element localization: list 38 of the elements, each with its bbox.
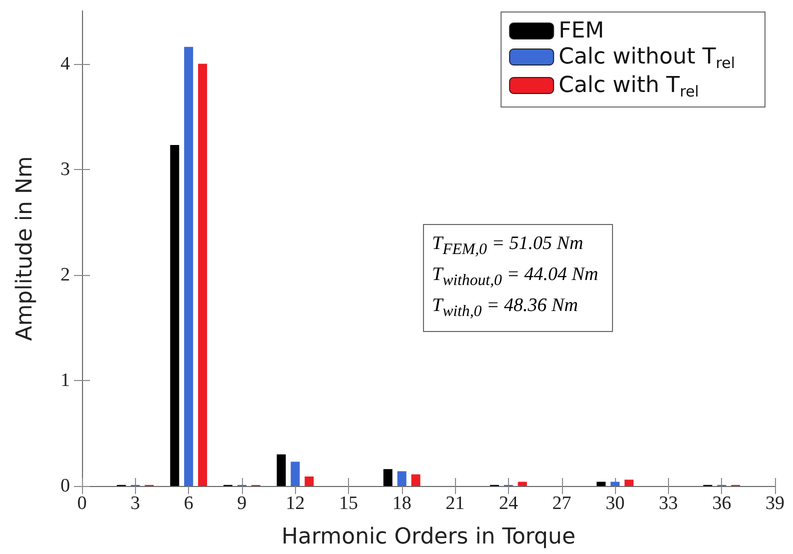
bar bbox=[596, 482, 606, 486]
x-tick-label: 36 bbox=[712, 493, 732, 514]
bar bbox=[276, 454, 286, 486]
x-tick-label: 30 bbox=[606, 493, 625, 514]
x-tick-label: 15 bbox=[339, 493, 358, 514]
x-tick-label: 24 bbox=[498, 493, 518, 514]
annotation: T$_{without,0}$ = 44.04 Nm bbox=[432, 264, 598, 289]
x-tick-label: 27 bbox=[552, 493, 572, 514]
y-tick-label: 3 bbox=[60, 158, 70, 180]
bar bbox=[518, 482, 527, 486]
x-tick-label: 21 bbox=[446, 493, 465, 514]
bar bbox=[304, 476, 314, 486]
y-axis-title: Amplitude in Nm bbox=[12, 156, 38, 341]
x-axis-title: Harmonic Orders in Torque bbox=[281, 524, 576, 550]
annotation: T$_{FEM,0}$ = 51.05 Nm bbox=[432, 233, 584, 258]
x-tick-label: 6 bbox=[184, 493, 194, 514]
x-tick-label: 33 bbox=[658, 493, 678, 514]
x-tick-label: 12 bbox=[286, 493, 305, 514]
bar bbox=[184, 46, 194, 486]
bar bbox=[610, 482, 620, 486]
y-tick-label: 1 bbox=[60, 370, 70, 391]
legend-label: FEM bbox=[558, 18, 604, 44]
x-tick-label: 0 bbox=[77, 493, 87, 514]
y-tick-label: 0 bbox=[60, 476, 70, 496]
x-tick-label: 9 bbox=[237, 493, 247, 514]
bar bbox=[198, 64, 208, 486]
bar bbox=[290, 462, 300, 486]
annotation: T$_{with,0}$ = 48.36 Nm bbox=[432, 294, 578, 320]
x-tick-label: 18 bbox=[392, 493, 412, 514]
bar bbox=[624, 480, 634, 486]
x-tick-label: 3 bbox=[130, 493, 140, 514]
bar bbox=[411, 474, 420, 486]
bar bbox=[397, 471, 406, 486]
y-tick-label: 2 bbox=[60, 264, 70, 286]
bar bbox=[383, 469, 392, 486]
y-tick-label: 4 bbox=[60, 53, 70, 74]
bar bbox=[170, 145, 180, 486]
x-tick-label: 39 bbox=[766, 493, 784, 514]
